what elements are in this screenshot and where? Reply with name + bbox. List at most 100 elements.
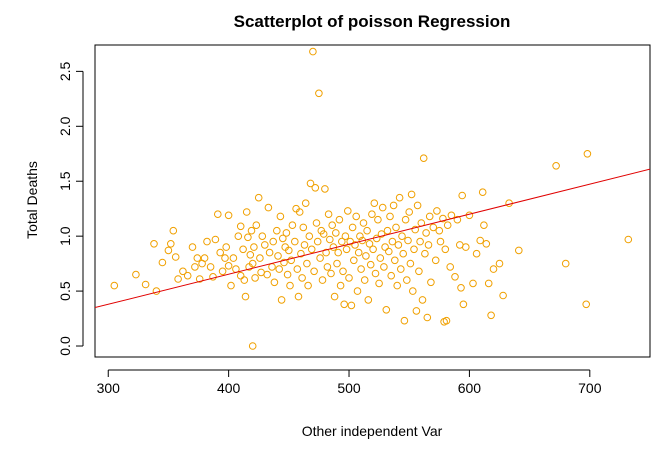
data-point xyxy=(378,203,387,212)
y-tick-label: 1.0 xyxy=(57,226,73,246)
data-point xyxy=(287,256,296,265)
data-point xyxy=(285,246,293,255)
data-point xyxy=(188,243,197,251)
data-point xyxy=(344,207,352,215)
data-point xyxy=(356,232,364,240)
data-point xyxy=(423,313,432,322)
data-point xyxy=(321,185,329,193)
x-axis: 300 400 500 600 700 xyxy=(97,369,602,396)
x-tick-label: 400 xyxy=(217,380,241,396)
data-point xyxy=(256,254,264,262)
data-point xyxy=(132,270,140,279)
data-point xyxy=(158,258,167,267)
data-point xyxy=(304,281,312,290)
chart-title: Scatterplot of poisson Regression xyxy=(234,12,511,31)
data-point xyxy=(374,215,382,224)
data-point xyxy=(222,243,230,251)
y-tick-label: 1.5 xyxy=(57,171,73,191)
data-point xyxy=(280,258,288,267)
data-point xyxy=(482,240,491,248)
data-point xyxy=(295,208,304,216)
data-point xyxy=(236,222,245,231)
data-point xyxy=(380,263,388,271)
data-point xyxy=(164,246,173,255)
data-point xyxy=(400,316,409,325)
data-point xyxy=(385,247,393,256)
data-point xyxy=(340,300,349,309)
data-point xyxy=(264,203,273,212)
data-point xyxy=(141,280,150,289)
data-point xyxy=(561,259,570,268)
y-axis-label: Total Deaths xyxy=(24,161,40,239)
data-point xyxy=(247,226,256,235)
data-point xyxy=(240,276,249,284)
y-axis: 0.0 0.5 1.0 1.5 2.0 2.5 xyxy=(57,61,84,356)
data-point xyxy=(342,245,351,254)
data-point xyxy=(392,223,400,232)
data-point xyxy=(446,263,455,271)
data-point xyxy=(239,245,247,254)
data-point xyxy=(332,229,340,237)
data-point xyxy=(410,245,418,254)
data-point xyxy=(431,256,440,265)
data-point xyxy=(397,265,405,273)
data-point xyxy=(405,208,414,216)
data-point xyxy=(476,236,485,245)
data-point xyxy=(218,267,227,276)
data-point xyxy=(324,210,333,218)
data-point xyxy=(282,229,291,237)
data-point xyxy=(480,221,488,229)
data-point xyxy=(319,230,328,238)
data-point xyxy=(150,240,158,248)
data-point xyxy=(334,248,343,257)
data-point xyxy=(297,249,305,258)
data-point xyxy=(389,201,398,210)
data-point xyxy=(328,221,337,229)
data-point xyxy=(399,249,408,258)
data-point xyxy=(386,212,394,221)
data-point xyxy=(248,342,257,350)
data-point xyxy=(366,260,375,269)
data-point xyxy=(427,278,435,287)
data-point xyxy=(227,281,235,290)
data-point xyxy=(398,232,406,240)
data-point xyxy=(360,276,369,284)
data-point xyxy=(469,279,477,288)
data-point xyxy=(499,291,507,300)
data-point xyxy=(381,243,389,251)
y-tick-label: 0.5 xyxy=(57,281,73,301)
data-point xyxy=(273,226,281,235)
data-point xyxy=(382,306,391,314)
data-point xyxy=(326,235,334,244)
data-point xyxy=(339,267,347,276)
data-point xyxy=(583,150,592,158)
data-point xyxy=(495,259,504,268)
data-point xyxy=(424,241,433,249)
data-point xyxy=(335,215,344,224)
data-point xyxy=(370,199,379,207)
data-point xyxy=(407,190,416,199)
data-point xyxy=(244,233,252,242)
data-point xyxy=(288,221,297,229)
data-point xyxy=(269,237,278,246)
data-point xyxy=(283,270,292,279)
x-tick-label: 600 xyxy=(458,380,482,396)
data-point xyxy=(348,223,357,232)
data-point xyxy=(246,251,255,259)
data-point xyxy=(315,89,323,98)
data-point xyxy=(214,210,222,218)
data-point xyxy=(333,259,341,268)
data-point xyxy=(293,265,302,273)
data-point xyxy=(191,263,199,271)
data-point xyxy=(327,269,335,278)
data-point xyxy=(307,245,316,254)
data-point xyxy=(265,248,274,257)
data-point xyxy=(439,214,447,223)
data-point xyxy=(193,254,202,262)
x-axis-label: Other independent Var xyxy=(302,423,443,439)
data-point xyxy=(552,162,560,170)
data-point xyxy=(261,241,269,249)
data-point xyxy=(301,199,310,207)
data-point xyxy=(263,270,272,279)
data-point xyxy=(286,281,294,290)
